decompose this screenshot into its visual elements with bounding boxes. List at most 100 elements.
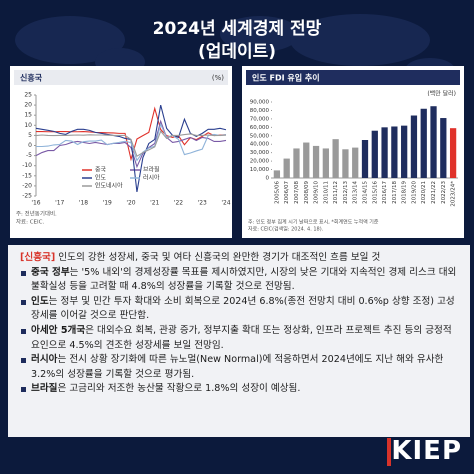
x-tick-label: 2014/15 [363, 181, 369, 204]
x-tick-label: 2009/10 [314, 181, 320, 204]
x-tick-label: 2012/13 [343, 181, 349, 204]
bar [381, 127, 388, 178]
x-tick-label: 2020/21 [421, 181, 427, 204]
y-tick-label: 15 [24, 112, 32, 119]
y-tick-label: 0 [28, 142, 32, 149]
bullet-text: 은 고금리와 저조한 농산물 작황으로 1.8%의 성장이 예상됨. [57, 383, 301, 395]
legend-label: 러시아 [143, 174, 160, 182]
x-tick-label: 2011/12 [333, 181, 339, 204]
series-line [35, 119, 227, 169]
bar [401, 125, 408, 178]
logo: KIEP [387, 436, 462, 466]
x-tick-label: 2017/18 [392, 181, 398, 204]
x-tick-label: 2013/14 [353, 181, 359, 204]
x-tick-label: '21 [150, 200, 159, 207]
bar [410, 115, 418, 178]
x-tick-label: '22 [174, 200, 183, 207]
bar [440, 118, 447, 178]
x-tick-label: 2019/20 [411, 181, 417, 204]
x-tick-label: 2021/22 [431, 181, 437, 204]
charts: 신흥국 (%) 인도 FDI 유입 추이 (백만 달러) -25 -20 -15 -1… [10, 66, 464, 238]
series-line [36, 122, 227, 162]
y-tick-label: -15 [22, 172, 32, 179]
bullet: 러시아는 전시 상황 장기화에 따른 뉴노멀(New Normal)에 적응하면… [20, 353, 460, 382]
bar [449, 128, 457, 178]
x-tick-label: '23 [198, 200, 207, 207]
y-tick-label: 5 [28, 132, 32, 139]
title: 2024년 세계경제 전망 [152, 19, 322, 39]
bullet: 아세안 5개국은 대외수요 회복, 관광 증가, 정부지출 확대 또는 정상화,… [20, 324, 460, 353]
unit: (%) [212, 74, 224, 82]
bar [391, 126, 398, 178]
note: 주: 인도 정부 집계 시기 날짜으로 표시, *회계연도 누적액 기준 [248, 219, 379, 226]
bar [293, 148, 300, 178]
bullet-text: 는 '5% 내외'의 경제성장률 목표를 제시하였지만, 시장의 낮은 기대와 … [31, 266, 457, 293]
bar [371, 130, 378, 178]
x-tick-label: 2010/11 [323, 181, 329, 204]
y-tick-label: 20 [24, 102, 32, 109]
subtitle: (업데이트) [197, 42, 277, 62]
chart-title: 인도 FDI 유입 추이 [252, 73, 320, 83]
heading-label: [신흥국] [20, 252, 56, 263]
bar [352, 147, 359, 178]
bullet-lead: 인도 [31, 295, 49, 307]
y-tick-label: -10 [22, 162, 32, 169]
bar [312, 145, 320, 178]
legend-label: 인도네시아 [95, 182, 123, 190]
bar [322, 148, 329, 178]
bar [303, 142, 310, 178]
bullet-lead: 브라질 [31, 383, 58, 395]
y-tick-label: 40,000 [250, 142, 270, 148]
bullet-lead: 아세안 5개국 [31, 324, 86, 336]
y-tick-label: -20 [22, 182, 32, 189]
y-tick-label: -25 [22, 193, 32, 200]
x-tick-label: 2006/07 [284, 181, 290, 204]
panel-header [246, 70, 460, 85]
note: 자료: CEIC(검색일: 2024. 4. 18). [248, 226, 324, 233]
note: 자료: CEIC. [16, 218, 44, 226]
panel-header [14, 70, 228, 85]
x-tick-label: '24 [221, 200, 230, 207]
y-tick-label: 10 [24, 122, 32, 129]
bullet-lead: 러시아 [31, 354, 58, 366]
bullet-text: 는 정부 및 민간 투자 확대와 소비 회복으로 2024년 6.8%(종전 전… [31, 295, 455, 322]
bullet: 인도는 정부 및 민간 투자 확대와 소비 회복으로 2024년 6.8%(종전… [20, 295, 460, 324]
x-tick-label: '18 [79, 200, 88, 207]
bullet-text: 는 전시 상황 장기화에 따른 뉴노멀(New Normal)에 적응하면서 2… [31, 354, 444, 380]
y-tick-label: 60,000 [250, 125, 270, 131]
heading: [신흥국] 인도의 강한 성장세, 중국 및 여타 신흥국의 완만한 경기가 대… [20, 251, 460, 266]
text-box: [신흥국] 인도의 강한 성장세, 중국 및 여타 신흥국의 완만한 경기가 대… [8, 245, 470, 437]
x-tick-label: '20 [126, 200, 135, 207]
x-tick-label: 2016/17 [382, 181, 388, 204]
legend-label: 인도 [95, 175, 107, 182]
legend-label: 중국 [95, 167, 107, 174]
bullet: 중국 정부는 '5% 내외'의 경제성장률 목표를 제시하였지만, 시장의 낮은… [20, 266, 460, 295]
y-tick-label: 25 [24, 92, 32, 99]
note: 주: 전년동기대비. [16, 210, 57, 218]
bar [273, 170, 281, 178]
bar [283, 158, 290, 178]
bullet-text: 은 대외수요 회복, 관광 증가, 정부지출 확대 또는 정상화, 인프라 프로… [31, 324, 452, 351]
x-tick-label: 2022/23 [441, 181, 447, 204]
x-tick-label: '17 [55, 200, 64, 207]
bar [342, 149, 349, 178]
x-tick-label: '16 [31, 200, 40, 207]
unit: (백만 달러) [427, 90, 456, 98]
y-tick-label: 0 [266, 176, 270, 182]
x-tick-label: '19 [103, 200, 112, 207]
x-tick-label: 2007/08 [294, 181, 300, 204]
y-tick-label: 80,000 [250, 108, 270, 114]
x-tick-label: 2018/19 [402, 181, 408, 204]
chart-title: 신흥국 [20, 73, 43, 83]
y-tick-label: 30,000 [250, 150, 270, 156]
bar [361, 140, 369, 178]
legend-label: 브라질 [143, 166, 160, 174]
x-tick-label: 2023/24* [451, 181, 457, 207]
y-tick-label: 50,000 [250, 133, 270, 139]
x-tick-label: 2008/09 [304, 181, 310, 204]
y-tick-label: -5 [26, 152, 32, 159]
series-line [35, 130, 227, 158]
heading-text: 인도의 강한 성장세, 중국 및 여타 신흥국의 완만한 경기가 대조적인 흐름… [55, 252, 381, 263]
bullet: 브라질은 고금리와 저조한 농산물 작황으로 1.8%의 성장이 예상됨. [20, 382, 460, 397]
